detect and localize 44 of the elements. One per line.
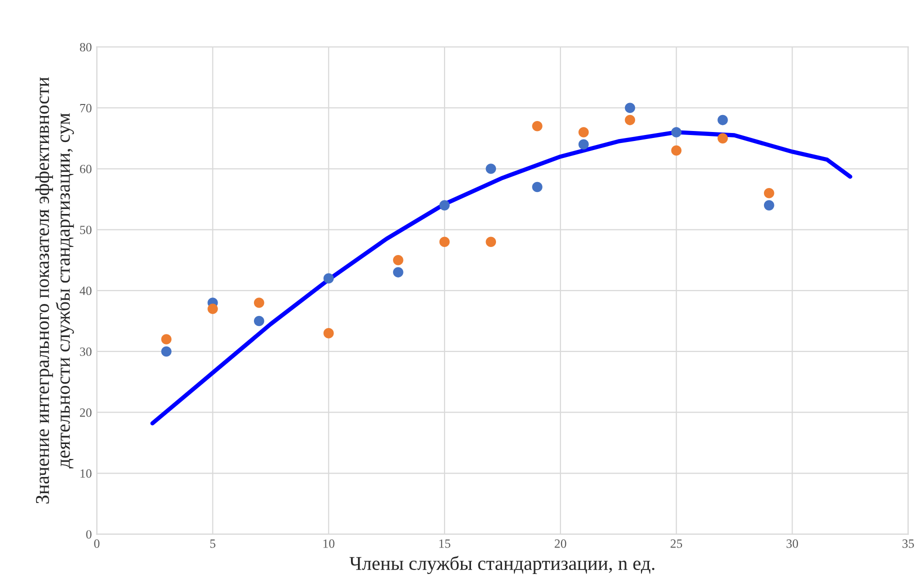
point [764,188,774,198]
x-tick-label: 30 [786,539,798,548]
y-tick-label: 80 [80,42,92,52]
point [323,273,334,284]
point [323,328,334,338]
point [161,346,172,357]
x-tick-label: 15 [439,539,450,548]
point [486,236,496,247]
y-tick-label: 0 [86,530,92,539]
y-tick-label: 50 [80,226,92,234]
y-tick-label: 70 [80,104,92,112]
point [671,127,682,138]
point [254,298,264,308]
point [718,133,728,144]
x-tick-label: 20 [554,539,566,548]
point [578,127,589,138]
x-tick-label: 10 [323,539,334,548]
point [764,200,774,210]
point [624,102,636,114]
y-tick-label: 60 [80,164,92,174]
point [161,334,172,344]
x-axis-title: Члены службы стандартизации, n ед. [350,556,654,574]
x-tick-label: 25 [670,539,682,548]
point [578,139,589,150]
point [532,120,542,132]
point [393,267,404,278]
point [718,114,728,126]
x-tick-label: 5 [210,540,216,548]
y-axis-title: Значение интегрального показателя эффективности деятельности службы стандартизации, сум [35,77,74,504]
y-tick-label: 10 [80,469,92,478]
y-tick-label: 30 [80,347,92,356]
point [254,316,264,326]
y-tick-label: 40 [80,286,92,296]
y-tick-label: 20 [80,408,92,417]
point [624,114,636,126]
point [532,182,542,192]
point [486,164,496,174]
x-tick-label: 35 [902,539,914,548]
point [393,254,404,266]
point [439,236,450,247]
x-tick-label: 0 [94,539,100,548]
point [671,145,682,156]
point [208,304,218,314]
point [439,200,450,210]
